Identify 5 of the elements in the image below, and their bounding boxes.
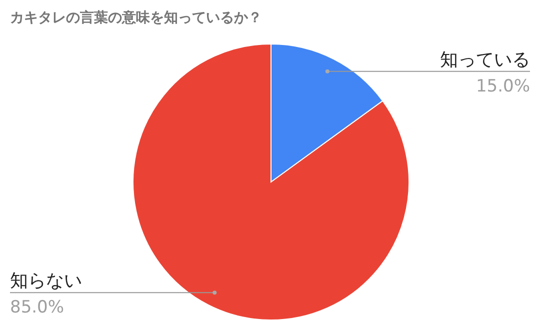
data-label: 15.0% [476,76,530,96]
slice-label: 知らない [10,270,82,292]
chart-title: カキタレの言葉の意味を知っているか？ [10,9,262,26]
data-label: 85.0% [10,298,64,318]
slice-label: 知っている [440,49,530,70]
